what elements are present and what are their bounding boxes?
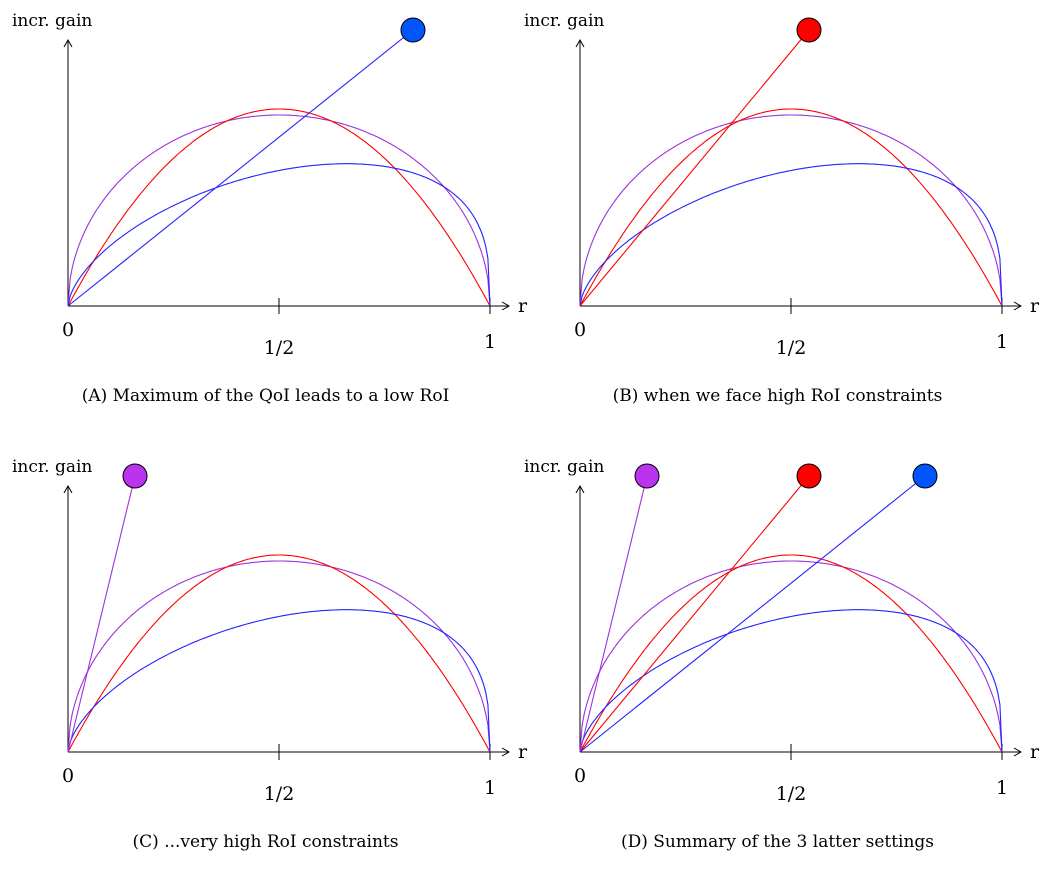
x-tick-label: 0 (574, 319, 586, 341)
y-axis-label: incr. gain (524, 11, 604, 31)
panel-a: 0 1/2 1 r incr. gain (A) Maximum of the QoI … (0, 0, 531, 434)
blue-curve (579, 163, 1003, 307)
panel-d-caption: (D) Summary of the 3 latter settings (512, 832, 1043, 852)
purple-curve (579, 114, 1003, 307)
blue-curve (579, 609, 1003, 753)
x-tick-label: 1/2 (776, 783, 807, 805)
panel-d-caption-text: Summary of the 3 latter settings (653, 832, 935, 852)
panel-c: 0 1/2 1 r incr. gain (C) ...very high RoI co… (0, 446, 531, 880)
panel-c-tag: (C) (132, 832, 159, 852)
x-tick-label: 0 (62, 765, 74, 787)
x-axis-label: r (1030, 741, 1040, 763)
purple-marker (634, 463, 660, 489)
panel-b-tag: (B) (612, 386, 639, 406)
panel-c-caption: (C) ...very high RoI constraints (0, 832, 531, 852)
x-axis-arrow (1013, 747, 1023, 757)
x-axis-arrow (501, 747, 511, 757)
red-curve (579, 108, 1003, 307)
x-tick-label: 1 (996, 331, 1008, 353)
purple-curve (579, 560, 1003, 753)
blue-curve (67, 163, 491, 307)
y-axis-arrow (575, 484, 585, 494)
x-tick-label: 1 (484, 777, 496, 799)
panel-d-tag: (D) (620, 832, 648, 852)
y-axis-label: incr. gain (12, 11, 92, 31)
x-tick-label: 1 (484, 331, 496, 353)
panel-c-caption-text: ...very high RoI constraints (164, 832, 399, 852)
blue-marker (912, 463, 938, 489)
panel-d: 0 1/2 1 r incr. gain (D) Summary of the 3 la… (512, 446, 1043, 880)
x-tick-label: 1/2 (776, 337, 807, 359)
purple-ray (67, 475, 136, 753)
red-marker (796, 17, 822, 43)
y-axis-arrow (63, 38, 73, 48)
purple-curve (67, 560, 491, 753)
blue-ray (67, 29, 414, 307)
panel-a-caption: (A) Maximum of the QoI leads to a low Ro… (0, 386, 531, 406)
panel-c-plot: 0 1/2 1r incr. gain (12, 457, 528, 805)
x-axis-label: r (1030, 295, 1040, 317)
panel-a-caption-text: Maximum of the QoI leads to a low RoI (112, 386, 450, 406)
panel-b-caption-text: when we face high RoI constraints (643, 386, 943, 406)
x-tick-label: 0 (574, 765, 586, 787)
panel-b-plot: 0 1/2 1r incr. gain (524, 11, 1040, 359)
panel-a-plot: 0 1/2 1r incr. gain (12, 11, 528, 359)
panel-a-tag: (A) (81, 386, 108, 406)
x-tick-label: 1/2 (264, 337, 295, 359)
panel-b-caption: (B) when we face high RoI constraints (512, 386, 1043, 406)
purple-curve (67, 114, 491, 307)
red-curve (67, 554, 491, 753)
red-ray (579, 475, 810, 753)
y-axis-arrow (63, 484, 73, 494)
x-axis-arrow (501, 301, 511, 311)
red-ray (579, 29, 810, 307)
y-axis-arrow (575, 38, 585, 48)
purple-marker (122, 463, 148, 489)
red-curve (67, 108, 491, 307)
blue-marker (400, 17, 426, 43)
purple-ray (579, 475, 648, 753)
panel-d-plot: 0 1/2 1r incr. gain (524, 457, 1040, 805)
y-axis-label: incr. gain (524, 457, 604, 477)
red-curve (579, 554, 1003, 753)
x-axis-label: r (518, 741, 528, 763)
blue-curve (67, 609, 491, 753)
x-axis-label: r (518, 295, 528, 317)
blue-ray (579, 475, 926, 753)
x-tick-label: 1 (996, 777, 1008, 799)
panel-b: 0 1/2 1 r incr. gain (B) when we face high R… (512, 0, 1043, 434)
x-axis-arrow (1013, 301, 1023, 311)
x-tick-label: 1/2 (264, 783, 295, 805)
red-marker (796, 463, 822, 489)
y-axis-label: incr. gain (12, 457, 92, 477)
x-tick-label: 0 (62, 319, 74, 341)
